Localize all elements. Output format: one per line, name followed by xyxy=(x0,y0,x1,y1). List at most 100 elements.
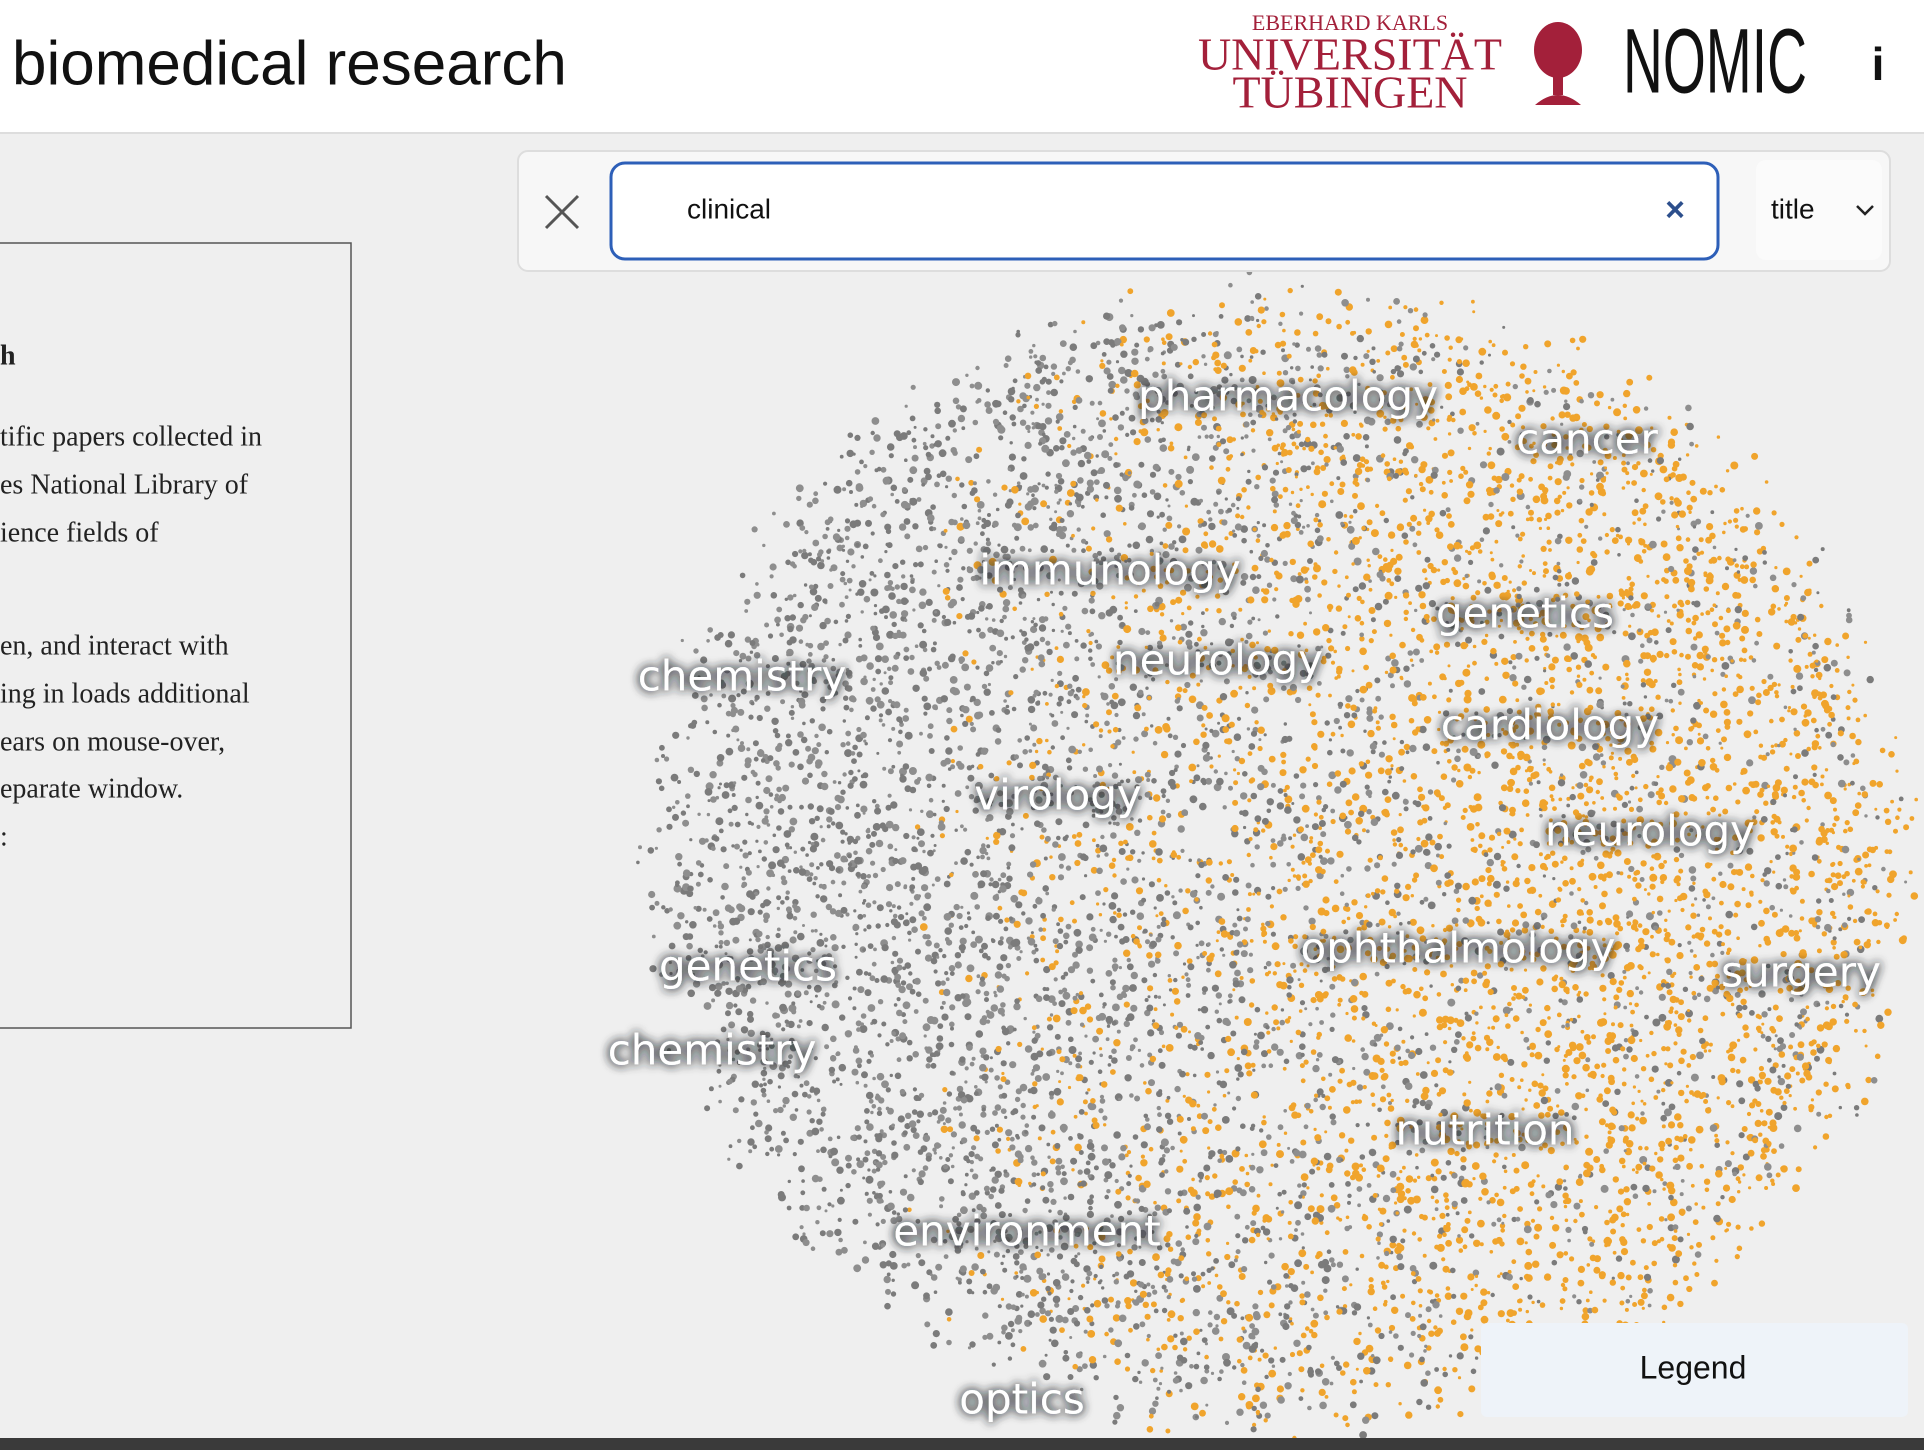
point xyxy=(1016,481,1021,486)
point xyxy=(863,1139,868,1144)
point xyxy=(752,1144,758,1150)
point xyxy=(1141,730,1149,738)
point xyxy=(992,520,999,528)
point xyxy=(1218,314,1224,319)
point xyxy=(1052,938,1059,945)
point xyxy=(1089,800,1096,807)
point xyxy=(1081,1283,1086,1288)
point xyxy=(1050,363,1058,370)
point xyxy=(1750,818,1758,826)
point xyxy=(1027,705,1036,714)
point xyxy=(1649,873,1658,882)
point xyxy=(1213,1313,1221,1321)
point xyxy=(1273,1163,1279,1168)
point xyxy=(1241,1380,1247,1385)
point xyxy=(839,576,846,583)
point xyxy=(893,654,899,660)
point xyxy=(1545,512,1552,520)
point xyxy=(1116,907,1122,913)
point xyxy=(1303,1059,1309,1065)
point xyxy=(1144,1123,1151,1131)
point xyxy=(1076,831,1083,838)
point xyxy=(1119,472,1124,477)
point xyxy=(992,912,1000,920)
point xyxy=(1118,966,1122,970)
point xyxy=(1519,1276,1523,1281)
point xyxy=(1679,1192,1684,1197)
point xyxy=(1861,791,1869,798)
point xyxy=(1249,1323,1255,1329)
point xyxy=(736,1060,742,1065)
point xyxy=(1177,1131,1182,1136)
point xyxy=(1536,978,1544,986)
point xyxy=(1576,674,1581,678)
point xyxy=(1253,1039,1260,1045)
point xyxy=(906,1262,911,1267)
point xyxy=(1456,941,1463,948)
point xyxy=(1114,712,1119,718)
point xyxy=(1671,465,1678,472)
point xyxy=(1219,560,1227,569)
point xyxy=(1382,1194,1391,1203)
point xyxy=(1311,461,1315,466)
point xyxy=(1031,1114,1037,1120)
point xyxy=(1217,652,1223,658)
point xyxy=(1692,881,1696,885)
point xyxy=(1649,819,1655,825)
point xyxy=(1066,489,1075,497)
point xyxy=(1119,938,1126,945)
point xyxy=(1241,537,1247,544)
point xyxy=(1702,898,1706,902)
point xyxy=(941,661,949,669)
point xyxy=(1235,1249,1241,1255)
point xyxy=(1245,478,1252,485)
point xyxy=(1499,1223,1506,1229)
point xyxy=(1631,773,1636,779)
point xyxy=(1099,1264,1104,1270)
point xyxy=(1375,720,1380,725)
point xyxy=(1141,977,1148,984)
point xyxy=(836,544,844,552)
point xyxy=(1520,1078,1524,1082)
point xyxy=(1632,521,1636,525)
point xyxy=(1874,807,1878,811)
point xyxy=(797,601,804,609)
point xyxy=(1268,1357,1275,1364)
point xyxy=(1329,1257,1335,1263)
point xyxy=(1381,1072,1389,1080)
point xyxy=(1414,608,1418,613)
point xyxy=(1502,349,1508,356)
scatter-map[interactable] xyxy=(636,269,1919,1441)
point xyxy=(845,730,852,737)
point xyxy=(813,876,818,881)
point xyxy=(1252,892,1256,896)
point xyxy=(1761,1022,1765,1026)
point xyxy=(1656,614,1661,618)
point xyxy=(1620,1046,1626,1052)
point xyxy=(1673,725,1679,732)
point xyxy=(1651,628,1659,636)
point xyxy=(1186,465,1195,474)
point xyxy=(1240,452,1244,457)
point xyxy=(669,971,673,976)
point xyxy=(1535,1026,1541,1033)
point xyxy=(1046,1024,1054,1031)
point xyxy=(1133,736,1139,742)
point xyxy=(1192,1308,1201,1317)
point xyxy=(854,434,861,441)
point xyxy=(1756,692,1762,699)
point xyxy=(769,574,774,579)
point xyxy=(1622,975,1627,980)
point xyxy=(954,961,962,969)
point xyxy=(1455,780,1464,788)
point xyxy=(994,1104,1002,1111)
point xyxy=(724,639,733,648)
point xyxy=(1254,1006,1261,1013)
point xyxy=(755,795,759,800)
point xyxy=(794,680,800,686)
point xyxy=(1568,934,1574,940)
point xyxy=(1303,905,1309,911)
point xyxy=(1262,1352,1269,1359)
point xyxy=(1475,1021,1479,1025)
point xyxy=(763,1066,767,1071)
